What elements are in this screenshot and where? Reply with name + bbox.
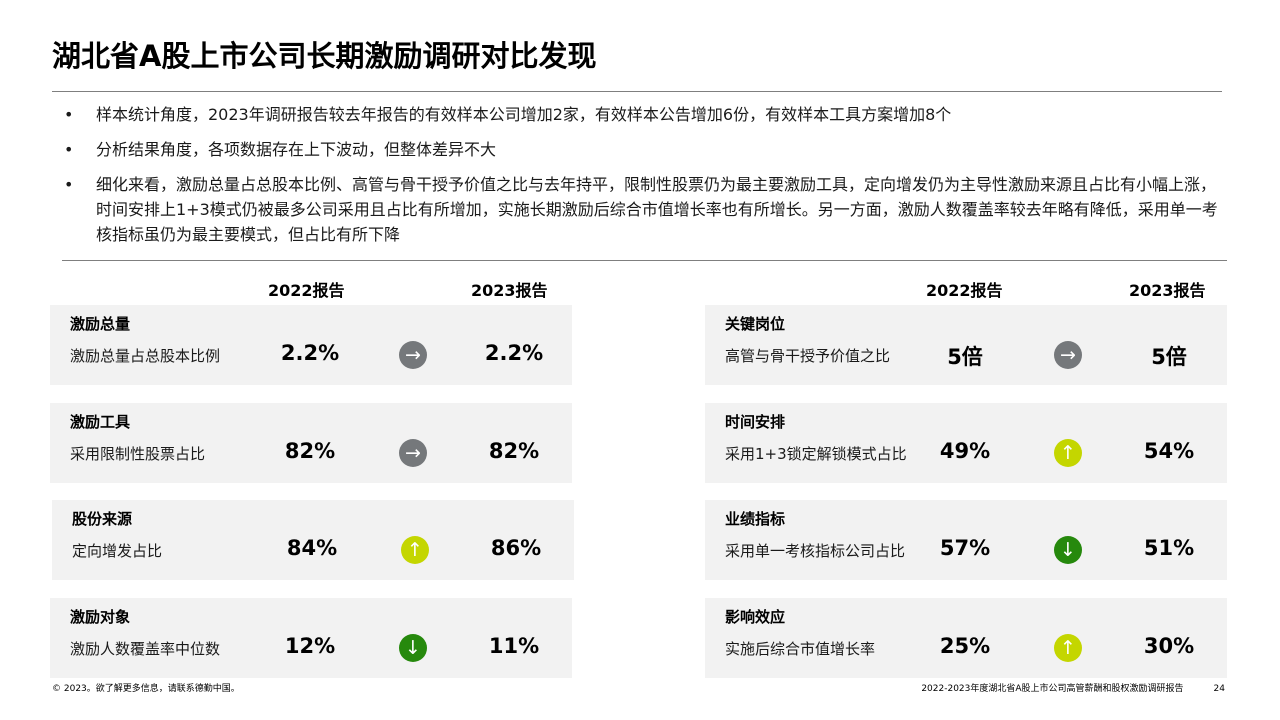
value-2022: 57% — [939, 536, 991, 560]
arrow-down-icon: ↓ — [1054, 536, 1082, 564]
bullet-dot: • — [64, 175, 74, 194]
arrow-right-icon: → — [1054, 341, 1082, 369]
card-category: 关键岗位 — [725, 315, 786, 333]
page-number: 24 — [1213, 684, 1225, 694]
bullet-item: • 分析结果角度，各项数据存在上下波动，但整体差异不大 — [62, 137, 1222, 162]
value-2023: 5倍 — [1151, 345, 1187, 369]
left-header-2023: 2023报告 — [471, 281, 548, 300]
title-divider — [52, 91, 1222, 92]
card-key-positions: 关键岗位 高管与骨干授予价值之比 5倍 → 5倍 — [705, 305, 1227, 385]
footer-report-info: 2022-2023年度湖北省A股上市公司高管薪酬和股权激励调研报告 24 — [921, 681, 1225, 694]
card-metric: 高管与骨干授予价值之比 — [725, 347, 891, 365]
card-category: 业绩指标 — [725, 510, 786, 528]
card-category: 激励工具 — [70, 413, 131, 431]
value-2023: 54% — [1143, 439, 1195, 463]
section-divider — [62, 260, 1227, 261]
value-2023: 86% — [490, 536, 542, 560]
bullet-dot: • — [64, 140, 74, 159]
bullet-text: 细化来看，激励总量占总股本比例、高管与骨干授予价值之比与去年持平，限制性股票仍为… — [96, 175, 1218, 244]
bullet-item: • 细化来看，激励总量占总股本比例、高管与骨干授予价值之比与去年持平，限制性股票… — [62, 172, 1222, 247]
bullet-text: 分析结果角度，各项数据存在上下波动，但整体差异不大 — [96, 140, 497, 159]
arrow-up-icon: ↑ — [1054, 439, 1082, 467]
footer-copyright: © 2023。欲了解更多信息，请联系德勤中国。 — [52, 684, 240, 694]
card-incentive-volume: 激励总量 激励总量占总股本比例 2.2% → 2.2% — [50, 305, 572, 385]
page-title: 湖北省A股上市公司长期激励调研对比发现 — [52, 39, 597, 73]
right-header-2022: 2022报告 — [926, 281, 1003, 300]
card-metric: 采用1+3锁定解锁模式占比 — [725, 445, 907, 463]
card-metric: 激励总量占总股本比例 — [70, 347, 221, 365]
card-metric: 实施后综合市值增长率 — [725, 640, 876, 658]
arrow-down-icon: ↓ — [399, 634, 427, 662]
value-2022: 84% — [286, 536, 338, 560]
card-share-source: 股份来源 定向增发占比 84% ↑ 86% — [52, 500, 574, 580]
value-2023: 30% — [1143, 634, 1195, 658]
card-category: 股份来源 — [72, 510, 133, 528]
card-incentive-recipients: 激励对象 激励人数覆盖率中位数 12% ↓ 11% — [50, 598, 572, 678]
right-header-2023: 2023报告 — [1129, 281, 1206, 300]
card-category: 影响效应 — [725, 608, 786, 626]
bullet-item: • 样本统计角度，2023年调研报告较去年报告的有效样本公司增加2家，有效样本公… — [62, 102, 1222, 127]
card-incentive-tool: 激励工具 采用限制性股票占比 82% → 82% — [50, 403, 572, 483]
summary-bullets: • 样本统计角度，2023年调研报告较去年报告的有效样本公司增加2家，有效样本公… — [62, 102, 1222, 257]
card-category: 时间安排 — [725, 413, 786, 431]
value-2022: 2.2% — [280, 341, 340, 365]
card-performance-metrics: 业绩指标 采用单一考核指标公司占比 57% ↓ 51% — [705, 500, 1227, 580]
arrow-right-icon: → — [399, 439, 427, 467]
card-category: 激励总量 — [70, 315, 131, 333]
arrow-up-icon: ↑ — [401, 536, 429, 564]
value-2023: 11% — [488, 634, 540, 658]
value-2023: 2.2% — [484, 341, 544, 365]
value-2022: 49% — [939, 439, 991, 463]
footer-report-title: 2022-2023年度湖北省A股上市公司高管薪酬和股权激励调研报告 — [921, 684, 1184, 694]
card-metric: 激励人数覆盖率中位数 — [70, 640, 221, 658]
card-category: 激励对象 — [70, 608, 131, 626]
card-impact-effect: 影响效应 实施后综合市值增长率 25% ↑ 30% — [705, 598, 1227, 678]
value-2022: 5倍 — [947, 345, 983, 369]
card-time-schedule: 时间安排 采用1+3锁定解锁模式占比 49% ↑ 54% — [705, 403, 1227, 483]
arrow-right-icon: → — [399, 341, 427, 369]
card-metric: 定向增发占比 — [72, 542, 163, 560]
card-metric: 采用限制性股票占比 — [70, 445, 206, 463]
value-2022: 12% — [284, 634, 336, 658]
value-2022: 25% — [939, 634, 991, 658]
bullet-dot: • — [64, 105, 74, 124]
value-2023: 51% — [1143, 536, 1195, 560]
value-2023: 82% — [488, 439, 540, 463]
left-header-2022: 2022报告 — [268, 281, 345, 300]
value-2022: 82% — [284, 439, 336, 463]
arrow-up-icon: ↑ — [1054, 634, 1082, 662]
card-metric: 采用单一考核指标公司占比 — [725, 542, 906, 560]
bullet-text: 样本统计角度，2023年调研报告较去年报告的有效样本公司增加2家，有效样本公告增… — [96, 105, 952, 124]
